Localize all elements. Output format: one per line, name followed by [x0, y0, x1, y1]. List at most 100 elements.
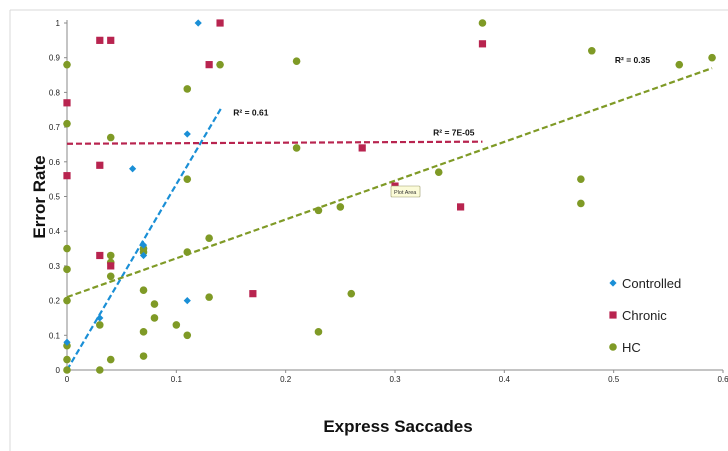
hc-point — [478, 19, 487, 27]
chronic-point — [205, 61, 213, 69]
r2-labels: R² = 0.61 R² = 7E-05 R² = 0.35 — [233, 55, 650, 138]
controlled-point — [183, 297, 191, 305]
hc-point — [139, 286, 148, 294]
controlled-point — [194, 19, 202, 27]
chronic-r2-label: R² = 7E-05 — [433, 128, 475, 138]
hc-point — [205, 234, 213, 242]
hc-point — [63, 366, 71, 374]
legend-controlled-marker — [609, 279, 617, 287]
x-tick-label: 0.4 — [499, 375, 511, 384]
hc-point — [577, 199, 585, 208]
hc-point — [216, 60, 224, 69]
hc-r2-label: R² = 0.35 — [615, 55, 650, 65]
controlled-point — [129, 165, 137, 173]
hc-point — [292, 57, 301, 65]
controlled-point — [139, 241, 148, 249]
hc-point — [172, 321, 181, 329]
hc-point — [96, 321, 104, 329]
hc-point — [63, 119, 71, 128]
legend-chronic-marker — [609, 311, 617, 319]
y-axis-title: Error Rate — [30, 155, 49, 238]
chronic-point — [478, 40, 487, 48]
chronic-point — [96, 36, 104, 44]
chronic-point — [63, 172, 71, 180]
hc-point — [63, 60, 71, 69]
hc-point — [63, 265, 71, 274]
y-tick-label: 0.6 — [49, 158, 61, 167]
hc-point — [63, 355, 71, 364]
hc-point — [150, 300, 159, 308]
controlled-point — [139, 251, 148, 260]
chronic-point — [107, 36, 115, 44]
y-tick-label: 0.3 — [49, 262, 61, 271]
hc-point — [314, 328, 323, 336]
x-tick-label: 0 — [65, 375, 70, 384]
hc-point — [63, 244, 71, 253]
controlled-point — [96, 314, 104, 322]
chronic-point — [96, 251, 104, 260]
hc-point — [139, 328, 148, 336]
hc-point — [96, 366, 104, 374]
y-tick-label: 0.7 — [49, 123, 61, 132]
x-tick-label: 0.6 — [717, 375, 728, 384]
hc-point — [708, 53, 716, 62]
hc-point — [183, 175, 192, 183]
hc-point — [314, 206, 323, 215]
chronic-point — [63, 99, 71, 107]
chronic-point — [96, 161, 104, 169]
hc-point — [675, 60, 684, 69]
chronic-point — [107, 262, 115, 270]
hc-point — [588, 46, 596, 55]
hc-point — [292, 144, 301, 152]
hc-point — [106, 355, 115, 364]
hc-point — [336, 203, 345, 211]
legend-hc-label: HC — [622, 340, 641, 355]
trendlines — [66, 67, 713, 371]
legend-hc-marker — [609, 343, 617, 351]
hc-point — [106, 133, 115, 142]
plot-area-tooltip-box — [390, 185, 421, 198]
hc-point — [106, 272, 115, 281]
legend-controlled-label: Controlled — [622, 276, 681, 291]
hc-point — [183, 85, 192, 93]
x-tick-label: 0.3 — [389, 375, 401, 384]
controlled-trendline — [66, 105, 224, 371]
x-tick-label: 0.1 — [171, 375, 183, 384]
controlled-point — [183, 130, 191, 138]
axes — [64, 20, 724, 373]
hc-point — [139, 352, 148, 360]
legend-chronic-label: Chronic — [622, 308, 667, 323]
chronic-point — [216, 19, 224, 27]
y-tick-label: 0.5 — [49, 193, 61, 202]
hc-point — [577, 175, 585, 183]
controlled-point — [63, 338, 71, 346]
y-tick-label: 0 — [56, 366, 61, 375]
y-tick-label: 0.2 — [49, 297, 61, 306]
chronic-point — [249, 290, 257, 298]
x-tick-labels: 0 0.1 0.2 0.3 0.4 0.5 0.6 — [65, 375, 728, 384]
hc-point — [183, 331, 192, 340]
hc-point — [434, 168, 443, 177]
hc-point — [106, 251, 115, 260]
y-tick-label: 0.8 — [49, 88, 61, 97]
x-tick-label: 0.5 — [608, 375, 620, 384]
plot-area-tooltip: Plot Area — [390, 185, 421, 198]
y-tick-label: 1 — [56, 19, 61, 28]
hc-point — [150, 314, 159, 322]
hc-point — [347, 289, 356, 298]
y-tick-label: 0.1 — [49, 331, 61, 340]
plot-area-tooltip-label: Plot Area — [394, 190, 417, 196]
chronic-point — [358, 144, 366, 152]
x-axis-title: Express Saccades — [323, 417, 472, 436]
chronic-trendline — [66, 140, 483, 145]
hc-point — [205, 293, 213, 301]
x-tick-label: 0.2 — [280, 375, 292, 384]
chronic-point — [457, 203, 465, 211]
y-tick-label: 0.4 — [49, 227, 61, 236]
hc-trendline — [66, 67, 713, 299]
hc-point — [63, 296, 71, 305]
controlled-r2-label: R² = 0.61 — [233, 107, 268, 117]
hc-point — [183, 248, 192, 256]
